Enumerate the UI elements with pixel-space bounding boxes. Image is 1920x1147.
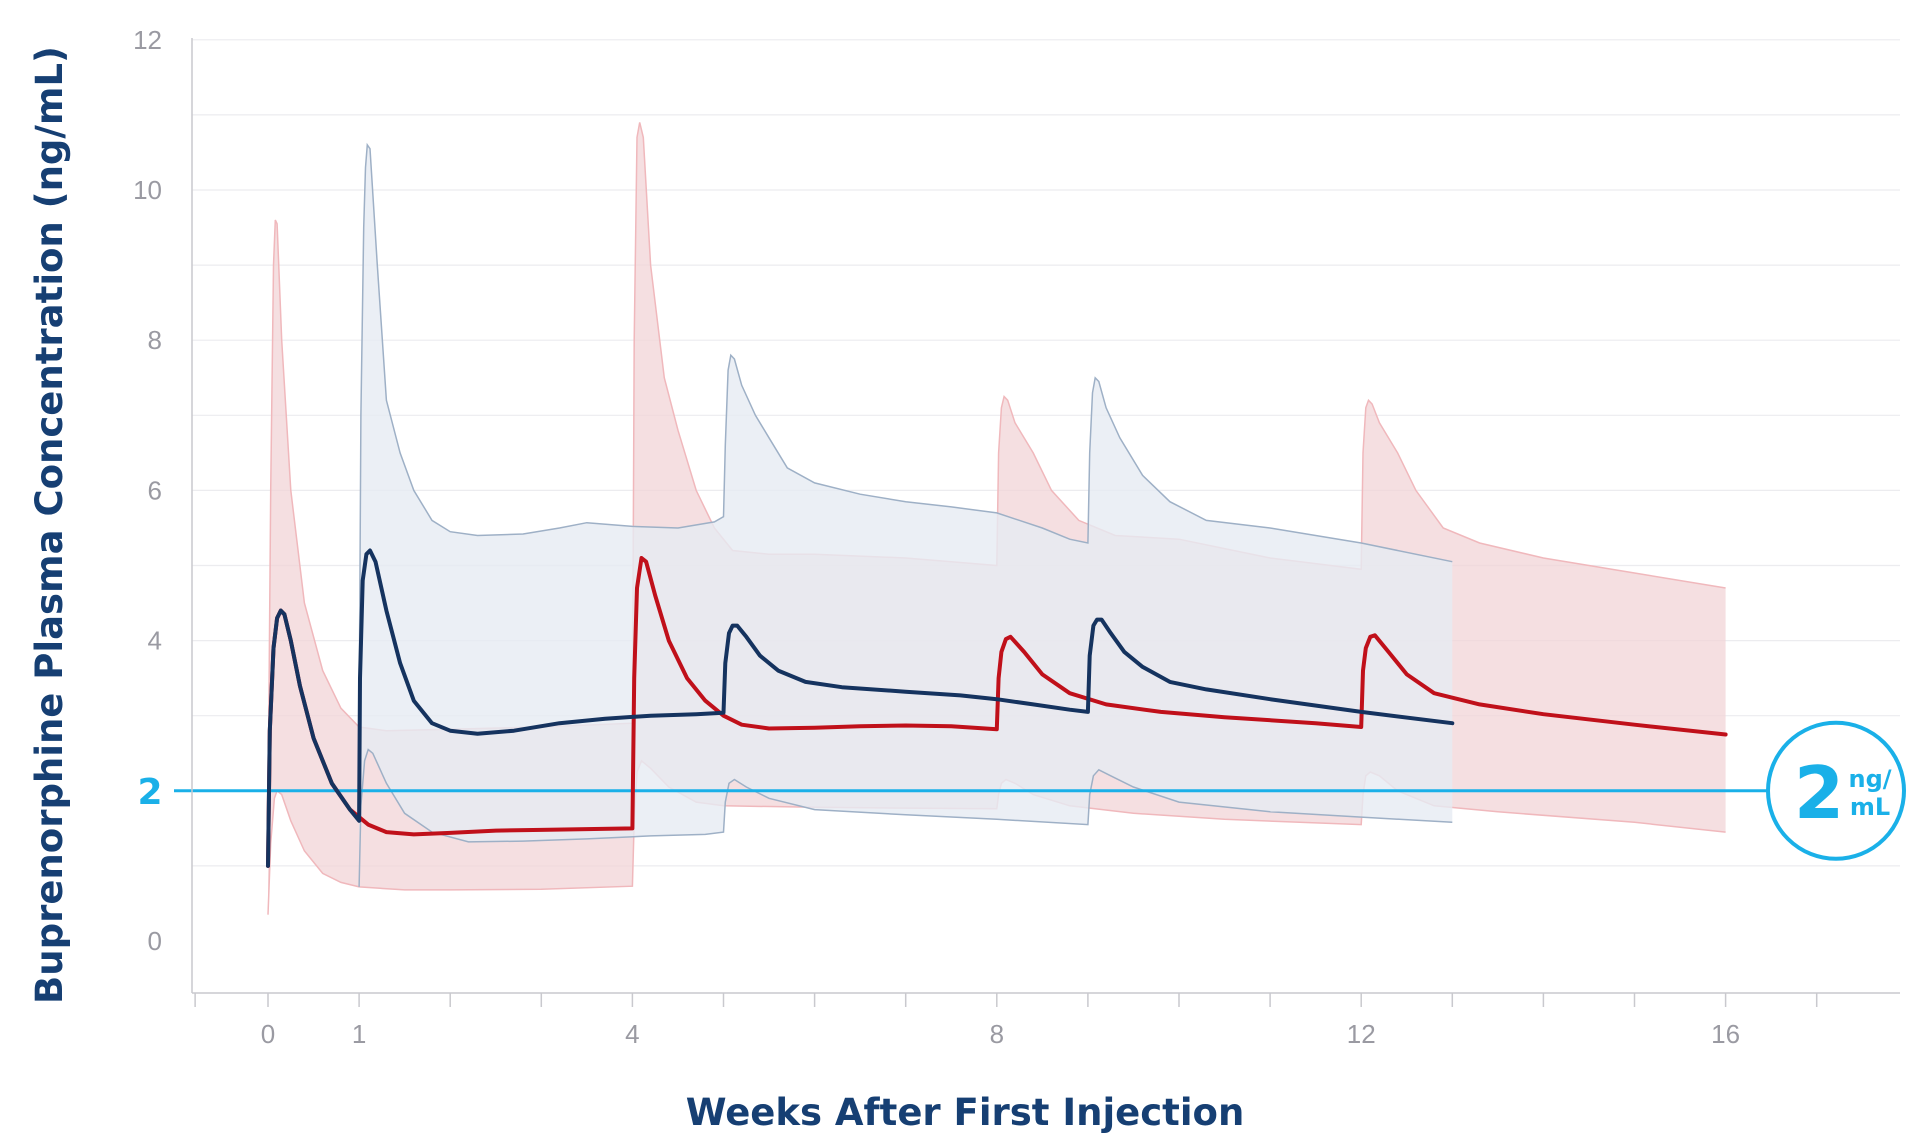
median-lines	[266, 548, 1728, 868]
y-tick-label: 10	[133, 175, 162, 205]
x-tick-label: 4	[625, 1019, 639, 1049]
x-tick-label: 16	[1711, 1019, 1740, 1049]
y-tick-label: 6	[148, 475, 162, 505]
axes	[191, 38, 1900, 1007]
y-tick-label: 12	[133, 25, 162, 55]
badge-unit-top: ng/	[1848, 765, 1891, 793]
confidence-bands	[267, 122, 1726, 915]
y-axis-title: Buprenorphine Plasma Concentration (ng/m…	[28, 46, 71, 1004]
badge-circle	[1766, 720, 1906, 861]
badge-value: 2	[1794, 751, 1844, 835]
reference-badge: 2 ng/mL	[1766, 720, 1906, 861]
band-lower-1	[358, 748, 1453, 887]
x-axis-title: Weeks After First Injection	[686, 1091, 1245, 1134]
x-tick-label: 8	[990, 1019, 1004, 1049]
median-line-1	[266, 548, 1455, 868]
y-tick-label: 0	[148, 926, 162, 956]
y-tick-label: 8	[148, 325, 162, 355]
x-tick-label: 0	[261, 1019, 275, 1049]
x-tick-label: 12	[1347, 1019, 1376, 1049]
x-tick-label: 1	[352, 1019, 366, 1049]
tick-labels: 0 1 4 8 12 16 0 4 6 8 10 12	[133, 25, 1740, 1049]
y-tick-label: 4	[148, 626, 162, 656]
reference-line-label: 2	[137, 772, 162, 813]
reference-line-group: 2	[137, 772, 1770, 813]
band-area-1	[359, 144, 1453, 887]
band-upper-1	[358, 142, 1453, 724]
badge-unit-bottom: mL	[1850, 793, 1890, 821]
